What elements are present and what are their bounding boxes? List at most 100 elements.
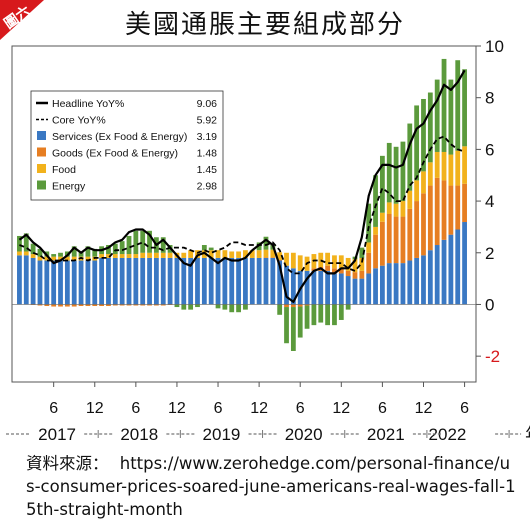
bar-4-2017-03 [30,243,36,255]
bar-3-2020-04 [284,252,289,266]
bar-4-2019-01 [181,304,187,310]
bar-2-2018-06 [133,304,139,306]
bar-2-2020-08 [311,268,317,271]
x-tick-label: 6 [460,400,469,417]
legend-label: Services (Ex Food & Energy) [52,131,187,143]
bar-2-2017-06 [51,304,57,307]
bar-1-2020-04 [284,265,289,305]
bar-1-2020-07 [304,270,310,305]
bar-1-2019-05 [208,257,214,305]
bar-1-2017-10 [78,260,84,305]
bar-3-2019-07 [222,250,228,258]
headline-yoy-line [18,69,466,303]
bar-4-2021-05 [373,175,378,227]
bar-4-2018-10 [160,237,166,253]
bar-1-2022-03 [441,239,447,305]
bar-3-2019-05 [208,250,214,258]
bar-4-2020-06 [297,306,303,338]
bar-2-2021-08 [393,216,399,264]
bar-2-2017-10 [78,304,84,307]
bar-4-2017-06 [51,254,57,257]
bar-4-2018-02 [106,245,111,255]
bar-2-2021-04 [366,252,372,274]
bar-1-2020-02 [270,257,276,305]
bar-1-2022-04 [448,234,454,305]
bar-4-2021-01 [345,304,351,310]
bar-3-2021-02 [352,259,358,273]
bar-2-2017-04 [37,304,43,306]
year-label: 2018 [120,425,158,444]
legend-value: 2.98 [197,181,218,193]
bar-2-2020-10 [325,265,331,271]
bar-2-2022-06 [462,183,467,223]
chart-title: 美國通脹主要組成部分 [124,10,405,40]
bar-2-2020-05 [290,304,296,308]
x-tick-label: 12 [332,400,350,417]
x-tick-label: 6 [296,400,305,417]
legend-value: 1.48 [197,148,218,160]
bar-1-2021-12 [421,255,426,305]
bar-2-2020-01 [263,257,269,258]
bar-4-2021-08 [393,146,399,204]
legend-value: 1.45 [197,164,218,176]
bar-3-2018-04 [119,254,125,258]
bar-1-2019-10 [243,257,248,305]
bar-3-2018-03 [112,254,118,258]
bar-2-2022-03 [441,180,447,240]
legend-swatch [37,147,46,157]
bar-4-2019-07 [222,304,228,310]
bar-3-2021-11 [414,180,420,202]
bar-3-2022-06 [462,146,467,184]
bar-3-2022-02 [434,151,440,178]
bar-4-2018-12 [174,304,180,308]
bar-3-2020-01 [263,249,269,258]
bar-2-2017-07 [58,304,63,307]
bar-4-2017-04 [37,248,43,257]
bar-4-2018-05 [126,235,132,255]
bar-4-2017-12 [92,248,98,257]
source-link[interactable]: https://www.zerohedge.com/personal-finan… [26,454,516,519]
year-label: 2021 [367,425,405,444]
bar-4-2021-03 [359,247,365,258]
legend-label: Headline YoY% [52,98,124,110]
bar-3-2018-02 [106,254,111,258]
y-tick-label: 10 [485,37,504,56]
bar-4-2021-09 [400,141,406,202]
bar-1-2021-06 [379,265,385,305]
bar-2-2018-05 [126,304,132,306]
bar-2-2021-05 [373,234,378,269]
bar-1-2022-01 [427,250,433,305]
bar-1-2017-06 [51,260,57,305]
bar-2-2018-09 [153,304,159,306]
bar-1-2021-09 [400,263,406,305]
bar-1-2020-11 [332,273,337,305]
bar-1-2019-03 [195,257,200,305]
bar-2-2017-08 [64,304,70,307]
bar-3-2021-08 [393,203,399,217]
bar-1-2017-11 [85,260,91,305]
year-label: 2022 [429,425,467,444]
bar-2-2018-08 [147,304,152,306]
bar-1-2018-10 [160,257,166,305]
bar-3-2019-09 [236,251,241,258]
bar-1-2017-05 [44,260,50,305]
bar-2-2022-05 [455,185,461,230]
legend-value: 9.06 [197,98,218,110]
bar-4-2017-10 [78,251,84,257]
bar-1-2021-11 [414,257,420,305]
bar-4-2022-03 [441,58,447,152]
bar-4-2022-02 [434,79,440,152]
bar-3-2021-03 [359,257,365,271]
bar-2-2017-12 [92,304,98,307]
bar-1-2019-09 [236,257,241,305]
bar-3-2019-01 [181,252,187,258]
bar-4-2020-03 [277,304,283,315]
bar-3-2017-07 [58,256,63,261]
y-tick-label: 6 [485,140,494,159]
bar-4-2020-08 [311,304,317,326]
bar-3-2018-07 [140,252,146,258]
bar-4-2018-07 [140,230,146,253]
bar-2-2021-02 [352,272,358,279]
bar-2-2018-01 [99,304,105,307]
bar-3-2018-09 [153,252,159,258]
